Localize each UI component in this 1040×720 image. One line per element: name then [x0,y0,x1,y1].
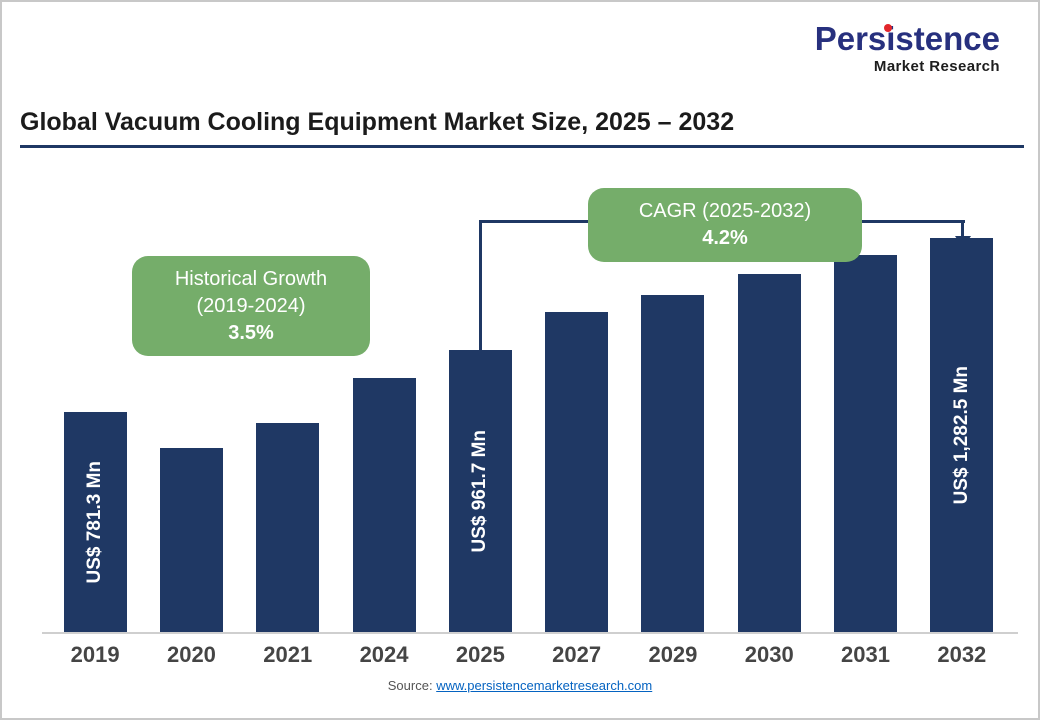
x-axis-label-2019: 2019 [70,642,120,667]
bar-2030 [737,274,801,632]
x-axis-label-2030: 2030 [744,642,794,667]
x-axis-labels: 2019 2020 2021 2024 2025 2027 2029 2030 2031 2032 [47,642,1010,668]
historical-growth-label: Historical Growth [174,268,328,290]
bar-value-label-2019: US$ 781.3 Mn [84,460,106,584]
source-link[interactable]: www.persistencemarketresearch.com [436,678,653,693]
cagr-bracket-vertical-2032 [961,221,964,238]
cagr-label: CAGR (2025-2032) [638,200,812,222]
bar-column-2025: US$ 961.7 Mn [432,232,528,632]
logo-text: Persistence [814,20,1000,57]
bar-column-2020 [143,232,239,632]
bar-value-label-2025: US$ 961.7 Mn [469,429,491,553]
bar-2032: US$ 1,282.5 Mn [930,238,994,632]
page-title: Global Vacuum Cooling Equipment Market S… [20,108,735,136]
x-axis-label-2031: 2031 [841,642,890,667]
x-axis-label-2029: 2029 [648,642,698,667]
historical-growth-value: 3.5% [228,321,274,344]
x-axis-label-2024: 2024 [359,642,409,667]
title-underline [20,145,1024,148]
bar-2027 [545,312,609,632]
logo-wordmark: Persistence [815,22,1000,55]
x-axis-label-2021: 2021 [263,642,313,667]
bar-2020 [159,448,223,632]
bar-column-2024 [336,232,432,632]
bar-chart: US$ 781.3 Mn US$ 961.7 Mn US$ 1,282.5 Mn [47,232,1010,632]
x-axis-label-2020: 2020 [166,642,216,667]
bar-2019: US$ 781.3 Mn [63,412,127,632]
cagr-callout: CAGR (2025-2032) 4.2% [588,188,862,262]
source-label: Source: [387,678,433,693]
persistence-market-research-logo: Persistence Market Research [815,22,1000,75]
bar-2031 [834,255,898,632]
bar-column-2032: US$ 1,282.5 Mn [914,232,1010,632]
bar-column-2030 [721,232,817,632]
x-axis-label-2032: 2032 [937,642,987,667]
bar-2021 [256,423,320,632]
red-dot-icon [883,24,892,32]
x-axis-label-2025: 2025 [455,642,505,667]
bar-column-2027 [528,232,624,632]
bar-2029 [641,295,705,632]
bar-column-2029 [625,232,721,632]
historical-growth-period: (2019-2024) [196,294,306,317]
bar-value-label-2032: US$ 1,282.5 Mn [950,365,972,505]
historical-growth-callout: Historical Growth (2019-2024) 3.5% [132,256,370,357]
bar-2025: US$ 961.7 Mn [448,350,512,632]
logo-subtitle: Market Research [873,58,1000,75]
bar-column-2031 [817,232,913,632]
x-axis-label-2027: 2027 [552,642,602,667]
source-line: Source: www.persistencemarketresearch.co… [2,678,1038,693]
bar-2024 [352,378,416,632]
cagr-bracket-vertical-2025 [479,220,482,351]
x-axis-line [42,632,1018,634]
cagr-value: 4.2% [702,226,748,249]
bar-column-2021 [240,232,336,632]
bar-column-2019: US$ 781.3 Mn [47,232,143,632]
